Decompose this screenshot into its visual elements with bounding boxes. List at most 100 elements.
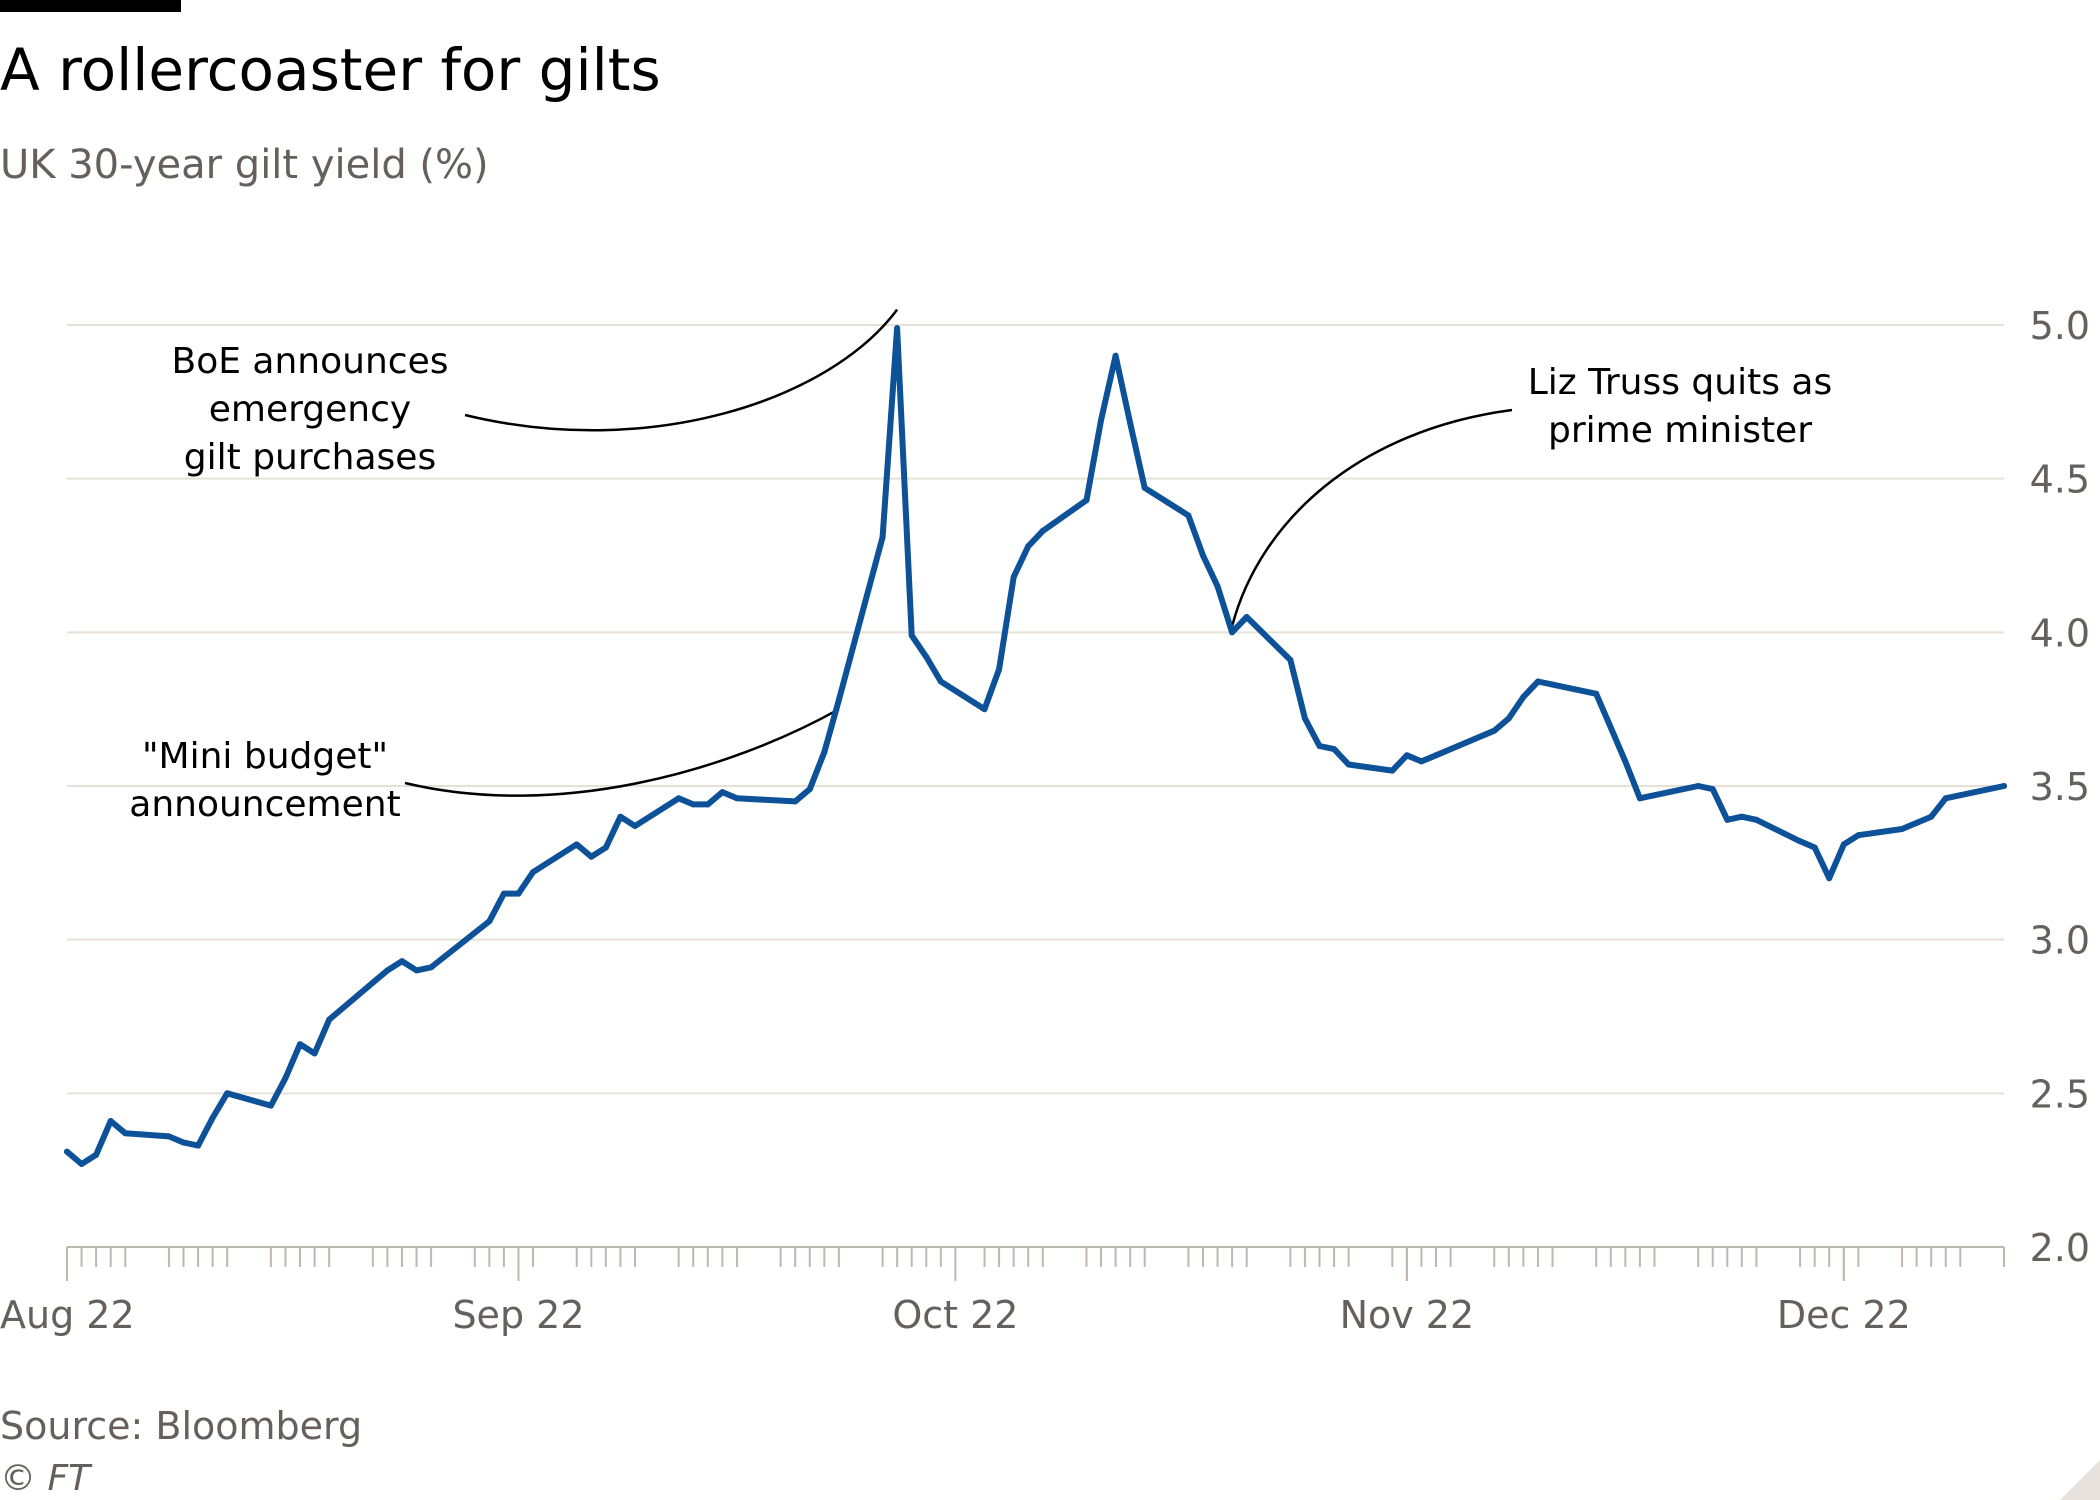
data-point [384, 967, 391, 974]
data-point [894, 325, 901, 332]
y-tick-label: 3.5 [2030, 765, 2090, 809]
data-point [1942, 795, 1949, 802]
data-point [1316, 743, 1323, 749]
data-point [937, 678, 944, 685]
annotations: BoE announces emergency gilt purchases Liz … [129, 308, 1832, 825]
y-tick-label: 5.0 [2030, 304, 2090, 348]
data-point [195, 1142, 202, 1149]
y-tick-label: 2.0 [2030, 1226, 2090, 1270]
data-point [573, 841, 580, 848]
annotation-leader [1230, 408, 1513, 627]
data-point [122, 1130, 129, 1137]
y-tick-label: 4.0 [2030, 611, 2090, 655]
data-point [369, 979, 376, 986]
data-point [1738, 813, 1745, 820]
data-point [821, 749, 828, 756]
data-point [1025, 543, 1032, 550]
data-point [1753, 816, 1760, 823]
data-point [704, 801, 711, 808]
data-point [486, 918, 493, 925]
data-point [1214, 583, 1221, 590]
y-axis: 2.0 2.5 3.0 3.5 4.0 4.5 5.0 [2030, 304, 2090, 1270]
data-point [719, 789, 726, 796]
data-point [267, 1102, 274, 1109]
series [64, 325, 2007, 1167]
annotation-label: emergency [209, 389, 411, 430]
data-point [1200, 552, 1206, 559]
data-point [1913, 819, 1920, 826]
data-point [1141, 484, 1148, 491]
data-point [1010, 574, 1017, 580]
data-point [806, 786, 813, 793]
annotation-leader [464, 308, 899, 432]
data-point [1447, 746, 1454, 753]
data-point [530, 869, 536, 876]
data-point [428, 964, 435, 971]
series-line [64, 325, 2007, 1167]
data-point [1535, 678, 1541, 685]
data-point [1549, 681, 1556, 688]
data-point [1127, 420, 1134, 427]
data-point [1855, 832, 1862, 839]
data-point [282, 1075, 289, 1081]
brand-bar [0, 0, 181, 12]
chart-title: A rollercoaster for gilts [0, 36, 661, 104]
x-tick-label: Nov 22 [1340, 1293, 1475, 1337]
annotation-label: "Mini budget" [142, 736, 388, 777]
data-point [1520, 693, 1527, 700]
data-point [1724, 816, 1731, 823]
y-tick-label: 2.5 [2030, 1072, 2090, 1116]
data-point [1098, 417, 1104, 424]
data-point [1957, 792, 1964, 799]
data-point [1899, 826, 1906, 832]
data-point [326, 1016, 333, 1023]
data-point [675, 795, 682, 802]
data-point [996, 666, 1003, 673]
data-point [1491, 727, 1498, 734]
data-point [835, 696, 842, 703]
data-point [632, 823, 638, 829]
data-point [180, 1139, 187, 1146]
data-point [690, 801, 697, 808]
data-point [1826, 875, 1833, 882]
data-point [792, 798, 799, 805]
data-point [981, 706, 988, 713]
data-point [1505, 715, 1512, 722]
data-point [1301, 715, 1308, 722]
annotation-label: BoE announces [172, 341, 449, 382]
data-point [1039, 527, 1046, 534]
data-point [224, 1090, 231, 1097]
data-point [1185, 512, 1192, 519]
data-point [1607, 724, 1614, 731]
data-point [297, 1041, 303, 1048]
data-point [617, 813, 624, 820]
data-point [923, 653, 930, 660]
data-point [1840, 841, 1847, 848]
data-point [733, 795, 740, 802]
grid-lines [67, 324, 2004, 1095]
x-tick-label: Sep 22 [452, 1293, 584, 1337]
data-point [1331, 746, 1338, 753]
data-point [1112, 352, 1119, 359]
data-point [1811, 844, 1818, 851]
data-point [588, 853, 595, 860]
annotation-label: Liz Truss quits as [1528, 362, 1832, 403]
data-point [1433, 752, 1439, 759]
data-point [64, 1148, 70, 1155]
data-point [1651, 792, 1658, 799]
data-point [1695, 783, 1702, 789]
data-point [1636, 795, 1643, 802]
data-point [93, 1151, 100, 1158]
data-point [1709, 786, 1716, 793]
x-axis: Aug 22 Sep 22 Oct 22 Nov 22 Dec 22 [0, 1246, 2005, 1337]
data-point [1345, 761, 1352, 768]
data-point [1389, 767, 1396, 774]
data-point [209, 1114, 216, 1121]
y-tick-label: 3.0 [2030, 919, 2090, 963]
data-point [1287, 657, 1294, 663]
data-point [879, 534, 886, 541]
data-point [311, 1050, 318, 1057]
data-point [1418, 758, 1425, 765]
x-tick-label: Oct 22 [892, 1293, 1018, 1337]
